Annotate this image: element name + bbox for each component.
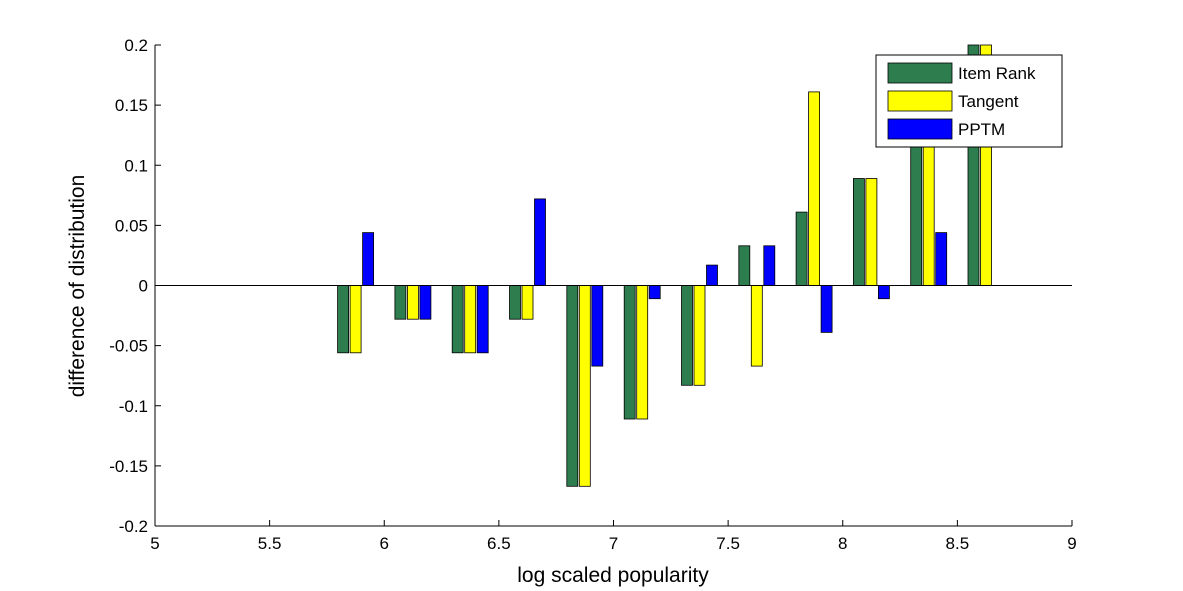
bar-pptm <box>419 285 432 320</box>
legend-swatch <box>887 118 953 140</box>
y-tick-label: 0.05 <box>115 216 148 235</box>
y-tick-label: -0.1 <box>119 397 148 416</box>
y-tick-label: 0.1 <box>124 156 148 175</box>
bar-item-rank <box>795 211 808 286</box>
bar-tangent <box>521 285 534 320</box>
bar-pptm <box>935 232 948 286</box>
y-tick-label: 0 <box>139 277 148 296</box>
bar-tangent <box>808 91 820 286</box>
x-tick-label: 9 <box>1067 534 1076 553</box>
bar-tangent <box>693 285 706 386</box>
x-tick-label: 7 <box>609 534 618 553</box>
y-axis-label: difference of distribution <box>66 175 89 398</box>
legend-swatch <box>887 90 953 112</box>
x-tick-label: 6.5 <box>487 534 511 553</box>
bar-tangent <box>865 178 878 286</box>
x-tick-label: 8 <box>838 534 847 553</box>
bar-tangent <box>406 285 419 320</box>
bar-pptm <box>534 198 546 286</box>
bar-pptm <box>820 285 833 333</box>
bar-tangent <box>750 285 763 367</box>
bar-item-rank <box>853 178 865 286</box>
x-axis-label: log scaled popularity <box>517 564 709 587</box>
bar-pptm <box>362 232 375 286</box>
bar-tangent <box>922 134 935 286</box>
bar-item-rank <box>738 245 751 286</box>
bar-item-rank <box>451 285 464 354</box>
bar-item-rank <box>566 285 579 487</box>
legend: Item Rank Tangent PPTM <box>875 54 1063 148</box>
bar-pptm <box>706 264 718 286</box>
x-tick-label: 5 <box>150 534 159 553</box>
bar-item-rank <box>910 134 923 286</box>
bar-pptm <box>591 285 604 367</box>
bar-pptm <box>763 245 776 286</box>
x-tick-label: 7.5 <box>716 534 740 553</box>
y-tick-label: -0.2 <box>119 517 148 536</box>
bar-tangent <box>464 285 477 354</box>
x-tick-label: 6 <box>380 534 389 553</box>
legend-label: PPTM <box>958 120 1005 139</box>
bar-item-rank <box>337 285 350 354</box>
bar-pptm <box>476 285 489 354</box>
bar-tangent <box>578 285 591 487</box>
legend-swatch <box>887 62 953 84</box>
legend-label: Tangent <box>958 92 1019 111</box>
bar-item-rank <box>681 285 693 386</box>
legend-label: Item Rank <box>958 64 1036 83</box>
axes-group: 5 5.5 6 6.5 7 7.5 8 8.5 9 -0.2 -0.15 -0.1 -0.05 0 0.05… <box>109 36 1076 553</box>
bar-item-rank <box>509 285 521 320</box>
y-tick-label: 0.15 <box>115 96 148 115</box>
bar-pptm <box>648 285 661 300</box>
y-tick-label: -0.05 <box>109 337 148 356</box>
y-tick-label: -0.15 <box>109 457 148 476</box>
x-tick-label: 5.5 <box>258 534 282 553</box>
bar-tangent <box>349 285 362 354</box>
bar-tangent <box>636 285 649 420</box>
x-tick-label: 8.5 <box>946 534 970 553</box>
y-tick-label: 0.2 <box>124 36 148 55</box>
bar-item-rank <box>394 285 407 320</box>
bar-pptm <box>878 285 890 300</box>
bar-item-rank <box>623 285 636 420</box>
